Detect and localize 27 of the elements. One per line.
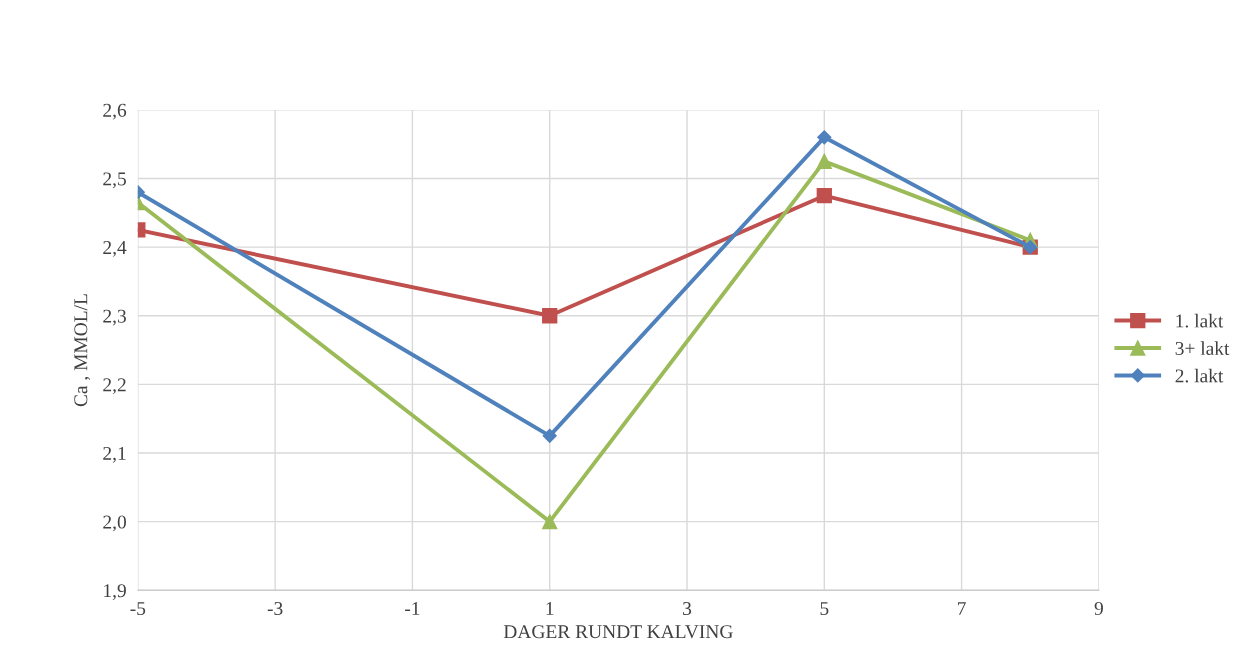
x-tick-label: 9 [1094,602,1103,616]
y-tick-label: 2,2 [103,378,126,395]
x-tick-label: -1 [405,602,420,615]
x-tick-label: 3 [683,602,692,616]
x-tick-label: -3 [267,602,283,616]
x-tick-label: 5 [820,602,829,616]
point [816,153,832,169]
point [816,188,832,204]
y-tick-label: 2,3 [103,309,126,326]
point [542,428,557,443]
point [817,130,832,145]
y-tick-label: 2,0 [103,515,126,532]
y-axis-title: Ca , MMOL/L [74,294,91,407]
x-tick-label: 7 [958,602,966,615]
y-tick-label: 2,1 [103,446,126,463]
x-axis-title: DAGER RUNDT KALVING [503,625,733,639]
legend-label: 1. lakt [1176,313,1224,328]
point [542,514,558,530]
x-tick-label: 1 [546,602,554,615]
y-tick-label: 2,4 [103,241,127,257]
y-tick-label: 2,5 [103,172,126,189]
point [542,308,558,324]
y-tick-label: 1,9 [104,584,126,601]
legend-label: 3+ lakt [1175,341,1230,355]
legend-label: 2. lakt [1175,368,1224,383]
y-tick-label: 2,6 [103,103,127,120]
x-tick-label: -5 [130,602,146,616]
